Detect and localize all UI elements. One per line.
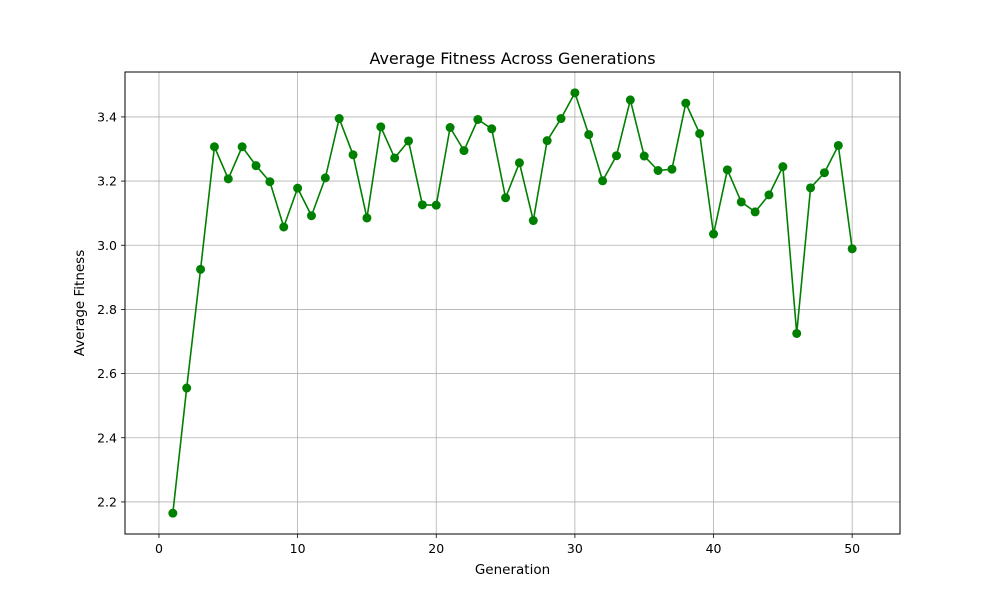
data-point — [404, 136, 414, 146]
data-point — [542, 136, 552, 146]
data-point — [265, 177, 275, 187]
chart-title: Average Fitness Across Generations — [369, 49, 655, 68]
y-tick-label: 3.0 — [97, 238, 117, 253]
data-point — [251, 161, 261, 171]
y-axis-label: Average Fitness — [72, 250, 88, 356]
data-point — [196, 264, 206, 274]
x-tick-label: 10 — [290, 541, 306, 556]
data-point — [528, 216, 538, 226]
series-line — [172, 92, 853, 514]
data-point — [431, 200, 441, 210]
data-point — [778, 162, 788, 172]
data-point — [514, 158, 524, 168]
data-point — [764, 190, 774, 200]
data-point — [459, 146, 469, 156]
data-point — [417, 200, 427, 210]
y-tick-label: 3.4 — [97, 109, 117, 124]
y-tick-label: 2.4 — [97, 430, 117, 445]
y-tick-label: 3.2 — [97, 174, 117, 189]
data-point — [653, 165, 663, 175]
x-tick-label: 40 — [706, 541, 722, 556]
data-point — [362, 213, 372, 223]
y-tick-label: 2.8 — [97, 302, 117, 317]
data-point — [376, 122, 386, 132]
data-point — [625, 95, 635, 105]
data-point — [223, 174, 233, 184]
data-point — [806, 183, 816, 193]
data-point — [667, 164, 677, 174]
x-axis-label: Generation — [475, 562, 550, 578]
data-point — [293, 183, 303, 193]
data-point — [182, 383, 192, 393]
data-point — [722, 165, 732, 175]
data-point — [445, 123, 455, 133]
data-point — [681, 98, 691, 108]
plot-frame — [124, 71, 901, 535]
data-point — [320, 173, 330, 183]
x-tick-label: 20 — [428, 541, 444, 556]
data-point — [736, 197, 746, 207]
x-tick-label: 50 — [844, 541, 860, 556]
series — [168, 88, 857, 518]
data-point — [598, 176, 608, 186]
data-point — [570, 88, 580, 98]
data-point — [833, 140, 843, 150]
data-point — [390, 153, 400, 163]
y-axis-ticks: 2.2 2.4 2.6 2.8 3.0 3.2 3.4 — [97, 109, 125, 509]
data-point — [348, 150, 358, 160]
data-point — [819, 168, 829, 178]
data-point — [750, 207, 760, 217]
data-point — [695, 129, 705, 139]
data-point — [237, 142, 247, 152]
grid — [125, 72, 900, 534]
data-point — [611, 151, 621, 161]
data-point — [487, 124, 497, 134]
data-point — [847, 244, 857, 254]
data-point — [473, 114, 483, 124]
data-point — [709, 229, 719, 239]
x-tick-label: 0 — [155, 541, 163, 556]
data-point — [501, 193, 511, 203]
x-tick-label: 30 — [567, 541, 583, 556]
y-tick-label: 2.6 — [97, 366, 117, 381]
data-point — [168, 508, 178, 518]
data-point — [556, 114, 566, 124]
data-point — [209, 142, 219, 152]
plot-area — [125, 72, 900, 534]
data-point — [306, 211, 316, 221]
x-axis-ticks: 0 10 20 30 40 50 — [155, 534, 860, 556]
data-point — [334, 114, 344, 124]
data-point — [584, 130, 594, 140]
y-tick-label: 2.2 — [97, 494, 117, 509]
data-point — [639, 151, 649, 161]
data-point — [792, 328, 802, 338]
data-point — [279, 222, 289, 232]
